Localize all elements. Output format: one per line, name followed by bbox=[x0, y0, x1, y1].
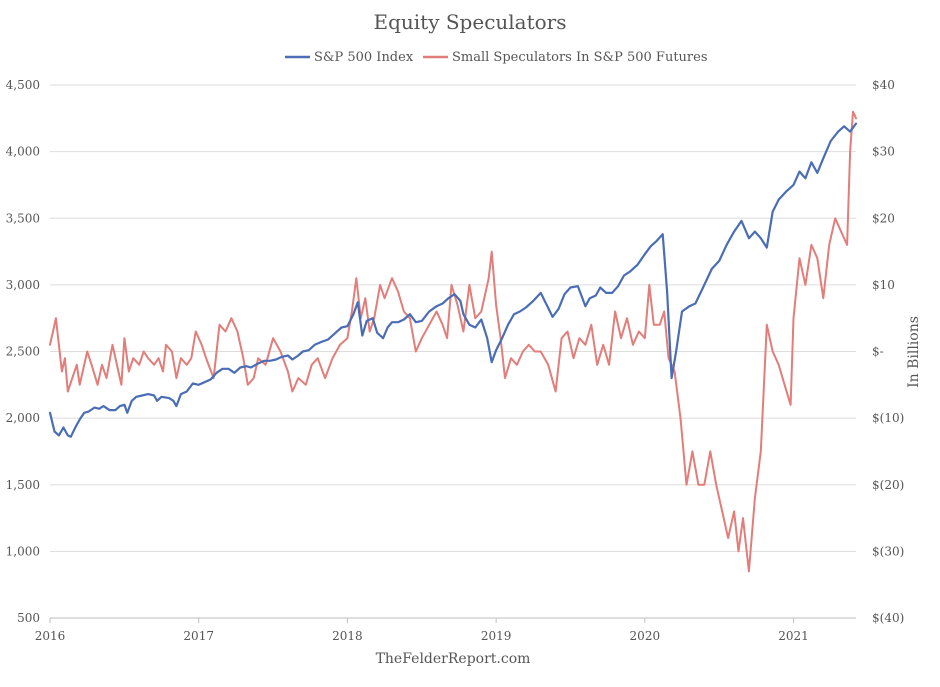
right-tick-label: $20 bbox=[872, 211, 895, 225]
series-lines bbox=[48, 110, 858, 573]
legend-label-sp500: S&P 500 Index bbox=[314, 50, 414, 65]
x-tick-label: 2018 bbox=[332, 629, 363, 643]
right-axis-label: In Billions bbox=[906, 316, 922, 388]
right-tick-label: $30 bbox=[872, 145, 895, 159]
source-label: TheFelderReport.com bbox=[376, 651, 531, 667]
right-tick-label: $(20) bbox=[872, 478, 904, 492]
x-tick-label: 2016 bbox=[35, 629, 66, 643]
right-axis-ticks: $(40) $(30) $(20) $(10) $- $10 $20 $30 $40 bbox=[872, 78, 904, 625]
gridlines bbox=[50, 84, 856, 619]
x-tick-label: 2021 bbox=[778, 629, 809, 643]
left-axis-ticks: 500 1,000 1,500 2,000 2,500 3,000 3,500 4,000 4,… bbox=[6, 78, 40, 625]
x-tick-label: 2020 bbox=[630, 629, 661, 643]
left-tick-label: 500 bbox=[17, 611, 40, 625]
left-tick-label: 4,500 bbox=[6, 78, 40, 92]
left-tick-label: 2,500 bbox=[6, 345, 40, 359]
left-tick-label: 2,000 bbox=[6, 411, 40, 425]
legend-label-speculators: Small Speculators In S&P 500 Futures bbox=[452, 50, 708, 65]
right-tick-label: $(40) bbox=[872, 611, 904, 625]
x-axis-ticks: 2016 2017 2018 2019 2020 2021 bbox=[35, 618, 809, 643]
right-tick-label: $40 bbox=[872, 78, 895, 92]
left-tick-label: 3,000 bbox=[6, 278, 40, 292]
chart-title: Equity Speculators bbox=[373, 10, 566, 34]
series-line-small-speculators bbox=[49, 110, 857, 573]
left-tick-label: 1,500 bbox=[6, 478, 40, 492]
legend: S&P 500 Index Small Speculators In S&P 5… bbox=[285, 50, 708, 65]
right-tick-label: $- bbox=[872, 345, 884, 359]
right-tick-label: $(30) bbox=[872, 544, 904, 558]
right-tick-label: $10 bbox=[872, 278, 895, 292]
left-tick-label: 1,000 bbox=[6, 544, 40, 558]
right-tick-label: $(10) bbox=[872, 411, 904, 425]
x-tick-label: 2017 bbox=[183, 629, 214, 643]
left-tick-label: 3,500 bbox=[6, 211, 40, 225]
series-line-sp500 bbox=[48, 122, 858, 438]
left-tick-label: 4,000 bbox=[6, 145, 40, 159]
x-tick-label: 2019 bbox=[481, 629, 512, 643]
